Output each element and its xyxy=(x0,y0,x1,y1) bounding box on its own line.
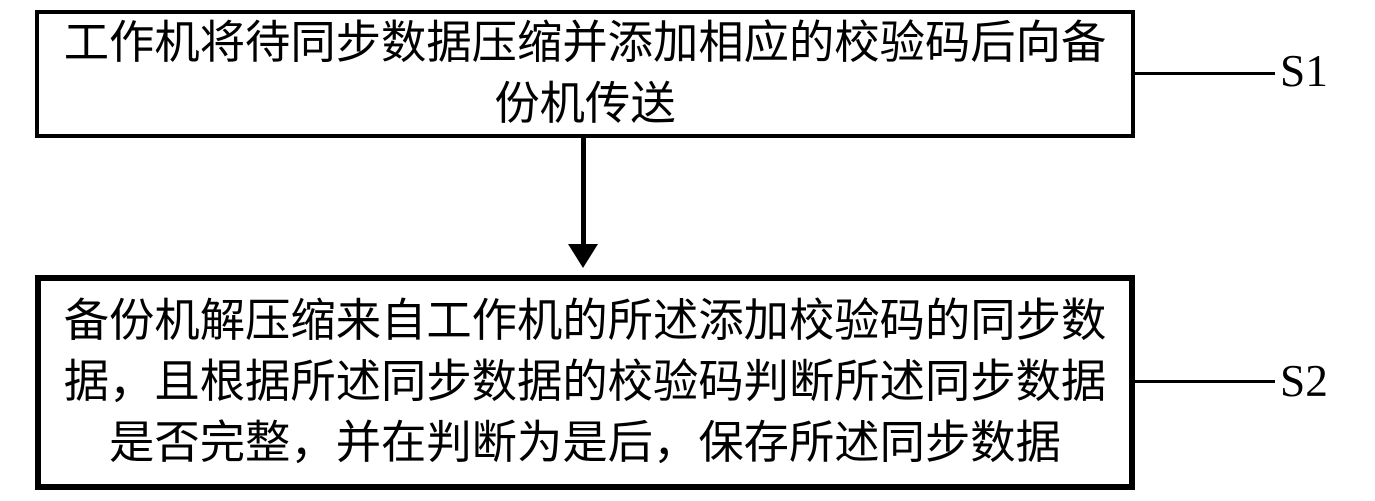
step-text-s1: 工作机将待同步数据压缩并添加相应的校验码后向备 份机传送 xyxy=(64,13,1107,135)
step-label-s2: S2 xyxy=(1280,355,1328,407)
step-box-s1: 工作机将待同步数据压缩并添加相应的校验码后向备 份机传送 xyxy=(35,10,1135,138)
flowchart-canvas: 工作机将待同步数据压缩并添加相应的校验码后向备 份机传送 备份机解压缩来自工作机… xyxy=(0,0,1375,501)
connector-line-s2 xyxy=(1135,380,1275,383)
arrow-head-down-icon xyxy=(568,244,598,268)
step-box-s2: 备份机解压缩来自工作机的所述添加校验码的同步数 据，且根据所述同步数据的校验码判… xyxy=(35,275,1135,490)
step-text-s2: 备份机解压缩来自工作机的所述添加校验码的同步数 据，且根据所述同步数据的校验码判… xyxy=(64,291,1107,475)
step-label-s1: S1 xyxy=(1280,45,1328,97)
arrow-shaft xyxy=(581,138,586,248)
connector-line-s1 xyxy=(1135,72,1275,75)
